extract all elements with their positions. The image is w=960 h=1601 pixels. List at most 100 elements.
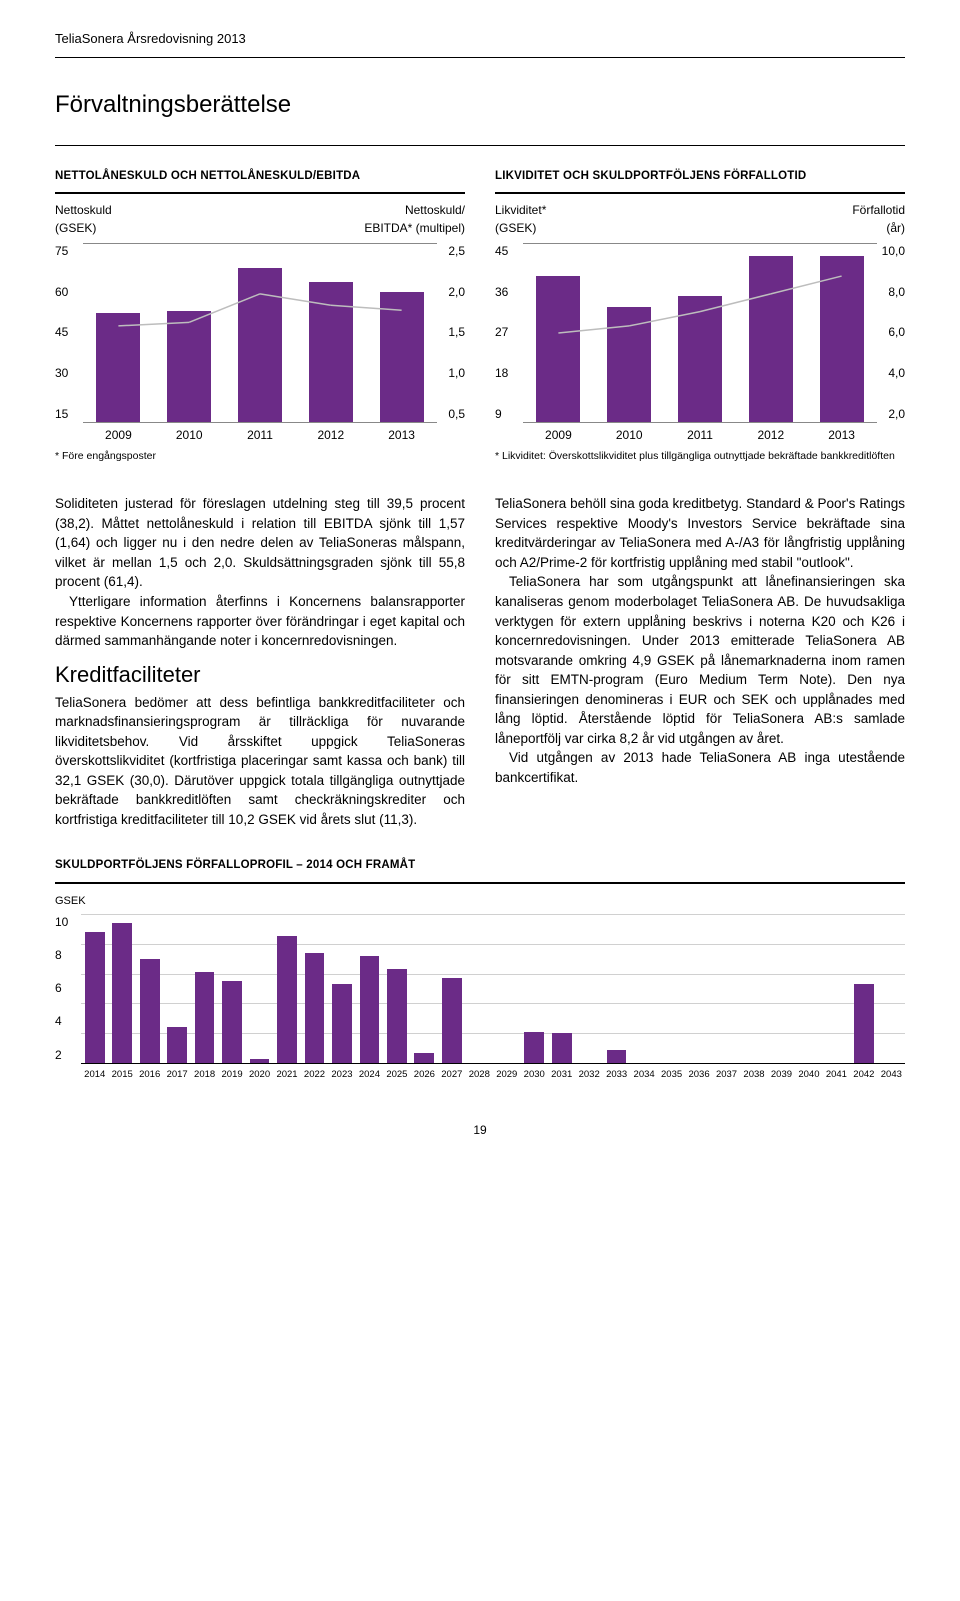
profile-bar: [854, 984, 874, 1063]
divider: [55, 145, 905, 146]
y-tick-left: 36: [495, 284, 523, 301]
chart-bar: [309, 282, 353, 422]
body-right-p2: TeliaSonera har som utgångspunkt att lån…: [495, 572, 905, 748]
y-tick-left: 45: [55, 324, 83, 341]
x-label: 2043: [878, 1068, 905, 1082]
x-label: 2013: [366, 427, 437, 444]
x-label: 2027: [438, 1068, 465, 1082]
y-tick-right: 2,0: [877, 406, 905, 423]
x-label: 2014: [81, 1068, 108, 1082]
y-tick: 2: [55, 1047, 81, 1064]
x-label: 2009: [523, 427, 594, 444]
chart1-left-label-a: Nettoskuld: [55, 202, 112, 219]
chart1-right-label-a: Nettoskuld/: [364, 202, 465, 219]
x-label: 2013: [806, 427, 877, 444]
x-label: 2017: [163, 1068, 190, 1082]
x-label: 2016: [136, 1068, 163, 1082]
chart-bar: [749, 256, 793, 422]
y-tick-left: 45: [495, 243, 523, 260]
y-tick-left: 18: [495, 365, 523, 382]
y-tick: 8: [55, 947, 81, 964]
x-label: 2033: [603, 1068, 630, 1082]
x-label: 2010: [154, 427, 225, 444]
chart1-left-label-b: (GSEK): [55, 220, 112, 237]
chart-bar: [678, 296, 722, 423]
x-label: 2026: [411, 1068, 438, 1082]
x-label: 2040: [795, 1068, 822, 1082]
x-label: 2031: [548, 1068, 575, 1082]
body-left-p1: Soliditeten justerad för föreslagen utde…: [55, 494, 465, 592]
x-label: 2011: [225, 427, 296, 444]
profile-bar: [552, 1033, 572, 1063]
x-label: 2021: [273, 1068, 300, 1082]
body-columns: Soliditeten justerad för föreslagen utde…: [55, 494, 905, 829]
profile-bar: [360, 956, 380, 1063]
y-tick-left: 30: [55, 365, 83, 382]
chart2-left-label-b: (GSEK): [495, 220, 546, 237]
page-number: 19: [55, 1122, 905, 1139]
x-label: 2011: [665, 427, 736, 444]
x-label: 2018: [191, 1068, 218, 1082]
profile-bar: [250, 1059, 270, 1063]
body-left-p2: Ytterligare information återfinns i Konc…: [55, 592, 465, 651]
chart1-title: NETTOLÅNESKULD OCH NETTOLÅNESKULD/EBITDA: [55, 168, 465, 185]
x-label: 2024: [356, 1068, 383, 1082]
chart-bar: [536, 276, 580, 422]
chart-bar: [167, 311, 211, 423]
chart-nettolaneskuld: NETTOLÅNESKULD OCH NETTOLÅNESKULD/EBITDA…: [55, 168, 465, 464]
chart2-right-label-a: Förfallotid: [852, 202, 905, 219]
profile-bar: [524, 1032, 544, 1063]
x-label: 2012: [295, 427, 366, 444]
profile-bar: [332, 984, 352, 1063]
x-label: 2030: [521, 1068, 548, 1082]
y-tick-left: 9: [495, 406, 523, 423]
x-label: 2022: [301, 1068, 328, 1082]
profile-bar: [195, 972, 215, 1063]
chart-bar: [238, 268, 282, 422]
y-tick: 4: [55, 1013, 81, 1030]
chart-bar: [607, 307, 651, 422]
x-label: 2037: [713, 1068, 740, 1082]
body-right-p1: TeliaSonera behöll sina goda kreditbetyg…: [495, 494, 905, 572]
y-tick: 10: [55, 914, 81, 931]
chart-likviditet: LIKVIDITET OCH SKULDPORTFÖLJENS FÖRFALLO…: [495, 168, 905, 464]
y-tick-right: 2,0: [437, 284, 465, 301]
x-label: 2032: [575, 1068, 602, 1082]
profile-bar: [277, 936, 297, 1063]
body-left-p3: TeliaSonera bedömer att dess befintliga …: [55, 693, 465, 830]
profile-bar: [167, 1027, 187, 1063]
y-tick-left: 75: [55, 243, 83, 260]
x-label: 2009: [83, 427, 154, 444]
profile-bar: [140, 959, 160, 1063]
y-tick-right: 8,0: [877, 284, 905, 301]
profile-ylabel: GSEK: [55, 894, 905, 910]
y-tick-right: 0,5: [437, 406, 465, 423]
divider: [55, 57, 905, 58]
x-label: 2029: [493, 1068, 520, 1082]
x-label: 2038: [740, 1068, 767, 1082]
y-tick-right: 1,0: [437, 365, 465, 382]
x-label: 2025: [383, 1068, 410, 1082]
chart-bar: [820, 256, 864, 422]
profile-chart: SKULDPORTFÖLJENS FÖRFALLOPROFIL – 2014 O…: [55, 857, 905, 1081]
y-tick-left: 15: [55, 406, 83, 423]
x-label: 2028: [466, 1068, 493, 1082]
profile-bar: [112, 923, 132, 1063]
doc-header: TeliaSonera Årsredovisning 2013: [55, 30, 905, 49]
subhead-kreditfaciliteter: Kreditfaciliteter: [55, 659, 465, 691]
x-label: 2012: [735, 427, 806, 444]
x-label: 2041: [823, 1068, 850, 1082]
y-tick: 6: [55, 980, 81, 997]
x-label: 2039: [768, 1068, 795, 1082]
chart2-title: LIKVIDITET OCH SKULDPORTFÖLJENS FÖRFALLO…: [495, 168, 905, 185]
profile-bar: [387, 969, 407, 1063]
chart2-right-label-b: (år): [852, 220, 905, 237]
y-tick-left: 60: [55, 284, 83, 301]
x-label: 2035: [658, 1068, 685, 1082]
chart1-footnote: * Före engångsposter: [55, 450, 465, 464]
chart1-right-label-b: EBITDA* (multipel): [364, 220, 465, 237]
x-label: 2020: [246, 1068, 273, 1082]
chart2-left-label-a: Likviditet*: [495, 202, 546, 219]
x-label: 2015: [108, 1068, 135, 1082]
body-left: Soliditeten justerad för föreslagen utde…: [55, 494, 465, 829]
